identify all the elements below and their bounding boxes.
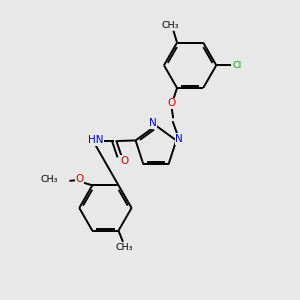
Text: O: O xyxy=(121,156,129,166)
Text: N: N xyxy=(176,134,183,144)
Text: CH₃: CH₃ xyxy=(116,243,133,252)
Text: CH₃: CH₃ xyxy=(162,21,179,30)
Text: O: O xyxy=(168,98,176,108)
Text: Cl: Cl xyxy=(232,61,242,70)
Text: HN: HN xyxy=(88,135,103,146)
Text: CH₃: CH₃ xyxy=(41,175,58,184)
Text: N: N xyxy=(149,118,157,128)
Text: O: O xyxy=(75,174,83,184)
